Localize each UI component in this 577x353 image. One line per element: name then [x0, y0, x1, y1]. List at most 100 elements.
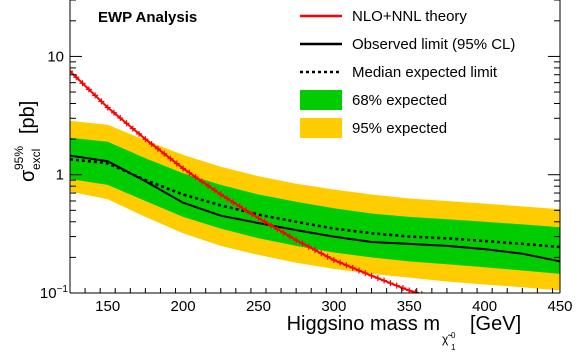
- theory-point: [293, 237, 300, 244]
- theory-point: [167, 155, 174, 162]
- theory-point: [123, 120, 130, 127]
- x-axis-label-main: Higgsino mass m: [287, 313, 440, 335]
- theory-point: [312, 247, 318, 254]
- theory-point: [161, 150, 168, 157]
- y-tick-label-exponent: −1: [57, 284, 69, 295]
- theory-point: [104, 104, 111, 111]
- theory-point: [427, 292, 429, 293]
- theory-point: [211, 187, 218, 194]
- x-axis-label-sub-sup: 0: [451, 331, 456, 340]
- x-tick-label: 300: [321, 298, 346, 315]
- y-axis-label-main: σ: [17, 169, 39, 182]
- theory-point: [450, 301, 456, 307]
- theory-point: [79, 80, 86, 87]
- theory-point: [355, 267, 362, 274]
- theory-point: [261, 218, 268, 225]
- legend-label: 95% expected: [352, 120, 447, 137]
- theory-point: [110, 109, 117, 116]
- y-axis-label-unit: [pb]: [17, 101, 39, 134]
- theory-point: [362, 270, 369, 277]
- theory-point: [406, 287, 413, 293]
- theory-point: [274, 226, 281, 233]
- theory-point: [381, 277, 388, 284]
- theory-point: [456, 303, 462, 309]
- x-tick-label: 400: [472, 298, 497, 315]
- x-tick-label: 200: [171, 298, 196, 315]
- legend-label: 68% expected: [352, 92, 447, 109]
- theory-point: [387, 280, 394, 287]
- median-expected-line: [70, 158, 560, 249]
- theory-point: [192, 174, 199, 181]
- theory-point: [431, 295, 437, 301]
- y-axis-label-sub: excl: [29, 149, 43, 170]
- theory-point: [136, 130, 143, 137]
- x-axis-label-sub-sub: 1: [451, 343, 456, 352]
- theory-point: [374, 275, 381, 282]
- chart-title: EWP Analysis: [98, 9, 197, 26]
- theory-point: [324, 253, 331, 260]
- theory-point: [349, 264, 356, 271]
- x-axis-label: Higgsino mass m χ̃ 0 1 [GeV]: [287, 313, 522, 352]
- theory-point: [242, 207, 249, 214]
- x-axis-label-sub: χ̃: [442, 332, 453, 346]
- theory-point: [73, 74, 80, 81]
- legend-label: Observed limit (95% CL): [352, 36, 515, 53]
- theory-point: [148, 140, 155, 147]
- theory-point: [463, 305, 469, 311]
- theory-point: [142, 136, 149, 143]
- theory-point: [305, 243, 312, 250]
- theory-point: [268, 222, 275, 229]
- theory-point: [526, 328, 532, 334]
- theory-point: [444, 298, 450, 304]
- y-axis-label: σ 95% excl [pb]: [12, 101, 43, 182]
- legend-label: NLO+NNL theory: [352, 8, 467, 25]
- x-tick-label: 150: [95, 298, 120, 315]
- theory-point: [438, 297, 444, 303]
- theory-point: [205, 182, 212, 189]
- theory-point: [117, 115, 124, 122]
- y-tick-label: 10−1: [40, 284, 69, 302]
- theory-point: [154, 145, 161, 152]
- theory-point: [532, 329, 538, 335]
- theory-point: [70, 68, 73, 75]
- theory-point: [92, 92, 99, 99]
- theory-point: [318, 250, 325, 257]
- theory-point: [129, 125, 136, 132]
- theory-point: [399, 285, 406, 292]
- x-tick-label: 350: [397, 298, 422, 315]
- x-tick-label: 450: [547, 298, 572, 315]
- band-68-expected: [70, 137, 560, 274]
- x-tick-label: 250: [246, 298, 271, 315]
- expected-bands: [70, 120, 560, 291]
- theory-point: [186, 169, 193, 176]
- theory-point: [217, 191, 224, 198]
- theory-point: [343, 262, 350, 269]
- y-tick-label-base: 10: [40, 285, 57, 302]
- limit-curves: [70, 68, 560, 341]
- theory-point: [337, 259, 344, 266]
- theory-point: [551, 335, 557, 341]
- legend-swatch: [300, 118, 342, 138]
- theory-point: [330, 257, 337, 264]
- theory-point: [286, 233, 293, 240]
- theory-point: [538, 331, 544, 337]
- theory-point: [236, 203, 243, 210]
- theory-point: [85, 86, 92, 93]
- y-axis-label-sup: 95%: [12, 146, 26, 170]
- legend-label: Median expected limit: [352, 64, 498, 81]
- theory-point: [230, 199, 237, 206]
- theory-point: [280, 229, 287, 236]
- theory-point: [368, 272, 375, 279]
- y-tick-label: 10: [47, 48, 64, 65]
- y-tick-label: 1: [56, 167, 64, 184]
- theory-point: [98, 98, 105, 105]
- theory-point: [421, 291, 423, 293]
- theory-point: [173, 160, 180, 167]
- theory-point: [255, 215, 262, 222]
- legend: NLO+NNL theory Observed limit (95% CL) Med…: [300, 8, 515, 138]
- theory-point: [249, 211, 256, 218]
- theory-point: [393, 282, 400, 289]
- theory-point: [180, 165, 187, 172]
